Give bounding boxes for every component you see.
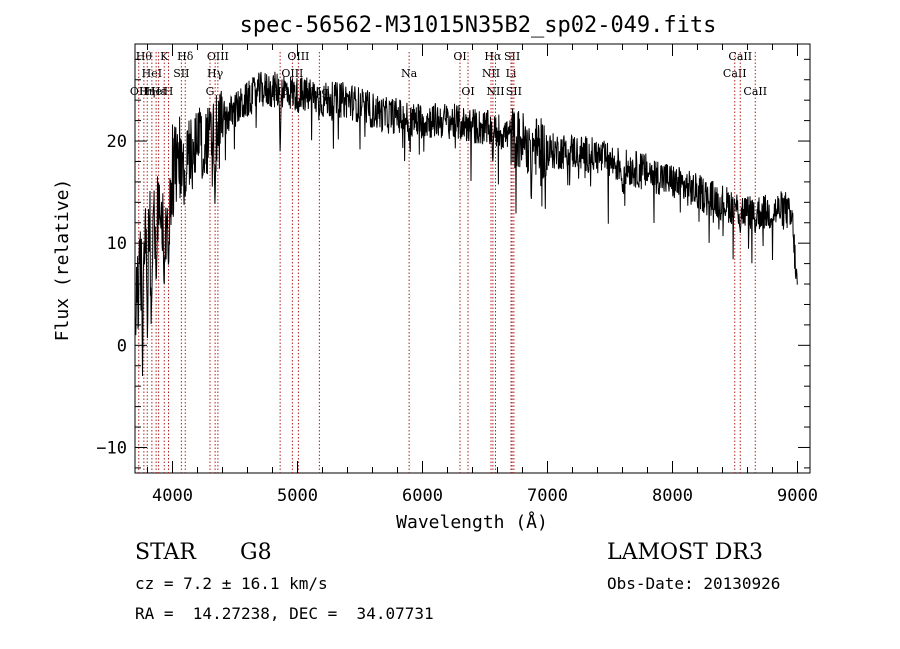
line-markers: OIIHθHηHeIHeIHεKHSIIHδGHγOIIIHβOIIIOIIIM…	[130, 50, 767, 473]
line-marker-label: OI	[461, 85, 474, 98]
line-marker-label: SII	[173, 67, 189, 80]
x-tick-label: 8000	[652, 486, 693, 506]
line-marker-label: Hδ	[177, 50, 194, 63]
y-tick-label: 10	[107, 234, 127, 254]
line-marker-label: Hθ	[136, 50, 153, 63]
line-marker-label: OIII	[287, 50, 309, 63]
coordinates: RA = 14.27238, DEC = 34.07731	[135, 604, 434, 623]
line-marker-label: CaII	[723, 67, 747, 80]
x-tick-label: 6000	[402, 486, 443, 506]
line-marker-label: OII	[130, 85, 148, 98]
x-tick-label: 9000	[777, 486, 818, 506]
line-marker-label: CaII	[728, 50, 752, 63]
line-marker-label: K	[160, 50, 169, 63]
spectrum-line	[134, 71, 798, 377]
line-marker-label: NII	[482, 67, 500, 80]
line-marker-label: Na	[401, 67, 418, 80]
y-tick-labels: −10 0 10 20	[96, 132, 127, 458]
line-marker-label: G	[206, 85, 215, 98]
line-marker-label: Hε	[151, 85, 167, 98]
survey-name: LAMOST DR3	[607, 540, 763, 565]
line-marker-label: Li	[506, 67, 517, 80]
line-marker-label: OIII	[281, 67, 303, 80]
x-tick-label: 7000	[527, 486, 568, 506]
line-marker-label: Hη	[139, 85, 155, 98]
x-tick-label: 5000	[277, 486, 318, 506]
y-axis-label: Flux (relative)	[52, 179, 73, 342]
line-marker-label: SII	[504, 50, 520, 63]
line-marker-label: Hα	[484, 50, 502, 63]
x-axis-label: Wavelength (Å)	[396, 511, 548, 533]
line-marker-label: OI	[453, 50, 466, 63]
chart-title: spec-56562-M31015N35B2_sp02-049.fits	[240, 13, 717, 38]
line-marker-label: CaII	[743, 85, 767, 98]
line-marker-label: HeI	[146, 85, 166, 98]
line-marker-label: H	[164, 85, 174, 98]
line-marker-label: HeI	[142, 67, 162, 80]
line-marker-label: SII	[506, 85, 522, 98]
obs-date: Obs-Date: 20130926	[607, 574, 781, 593]
line-marker-label: OIII	[207, 50, 229, 63]
y-tick-label: 20	[107, 132, 127, 152]
subclass: G8	[240, 540, 272, 565]
line-marker-label: NII	[486, 85, 504, 98]
x-tick-label: 4000	[152, 486, 193, 506]
x-tick-labels: 4000 5000 6000 7000 8000 9000	[152, 486, 818, 506]
redshift-readout: cz = 7.2 ± 16.1 km/s	[135, 574, 328, 593]
y-tick-label: −10	[96, 438, 127, 458]
y-tick-label: 0	[117, 336, 127, 356]
line-marker-label: Hγ	[207, 67, 224, 80]
object-class: STAR	[135, 540, 196, 565]
